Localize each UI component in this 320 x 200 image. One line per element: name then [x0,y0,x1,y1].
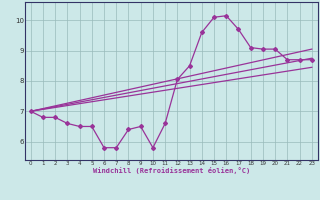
X-axis label: Windchill (Refroidissement éolien,°C): Windchill (Refroidissement éolien,°C) [92,167,250,174]
